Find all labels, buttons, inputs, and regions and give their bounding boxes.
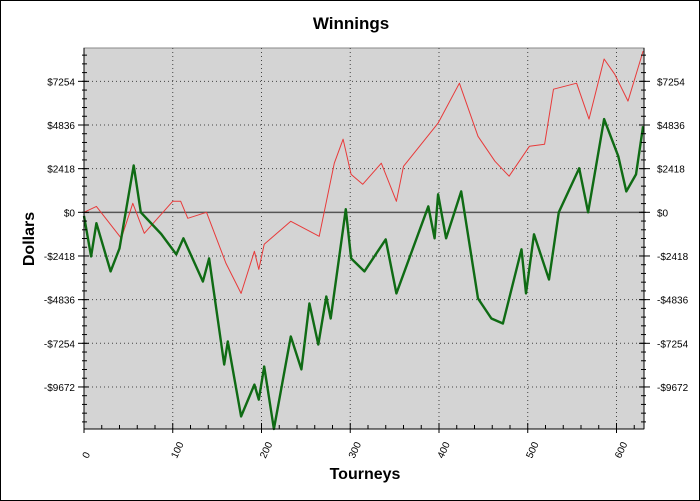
x-tick-label: 300 — [347, 440, 364, 460]
y-tick-label-left: -$2418 — [44, 252, 76, 263]
series-group — [82, 50, 645, 431]
y-tick-label-right: -$7254 — [657, 339, 689, 350]
y-tick-label-left: -$4836 — [44, 296, 76, 307]
x-tick-label: 200 — [258, 440, 275, 460]
x-tick-label: 400 — [436, 440, 453, 460]
y-tick-label-left: $7254 — [47, 77, 75, 88]
y-tick-label-right: $2418 — [657, 165, 685, 176]
y-tick-label-left: $2418 — [47, 165, 75, 176]
series-line-red — [83, 50, 644, 294]
y-tick-label-right: -$4836 — [657, 296, 689, 307]
grid-lines — [84, 48, 644, 429]
x-tick-label: 500 — [524, 440, 541, 460]
y-tick-label-right: -$9672 — [657, 383, 689, 394]
y-tick-label-left: -$9672 — [44, 383, 76, 394]
y-tick-label-right: $0 — [657, 208, 669, 219]
y-tick-label-right: $7254 — [657, 77, 685, 88]
y-tick-label-right: -$2418 — [657, 252, 689, 263]
plot-area — [83, 47, 645, 430]
x-tick-label: 0 — [81, 450, 94, 460]
y-tick-label-left: -$7254 — [44, 339, 76, 350]
chart-title: Winnings — [313, 14, 389, 33]
y-tick-label-right: $4836 — [657, 121, 685, 132]
x-tick-label: 600 — [613, 440, 630, 460]
y-axis-label: Dollars — [21, 212, 38, 266]
x-axis-label: Tourneys — [330, 466, 401, 483]
y-tick-label-left: $0 — [64, 208, 76, 219]
x-tick-label: 100 — [169, 440, 186, 460]
series-line-green — [82, 117, 645, 431]
y-tick-label-left: $4836 — [47, 121, 75, 132]
